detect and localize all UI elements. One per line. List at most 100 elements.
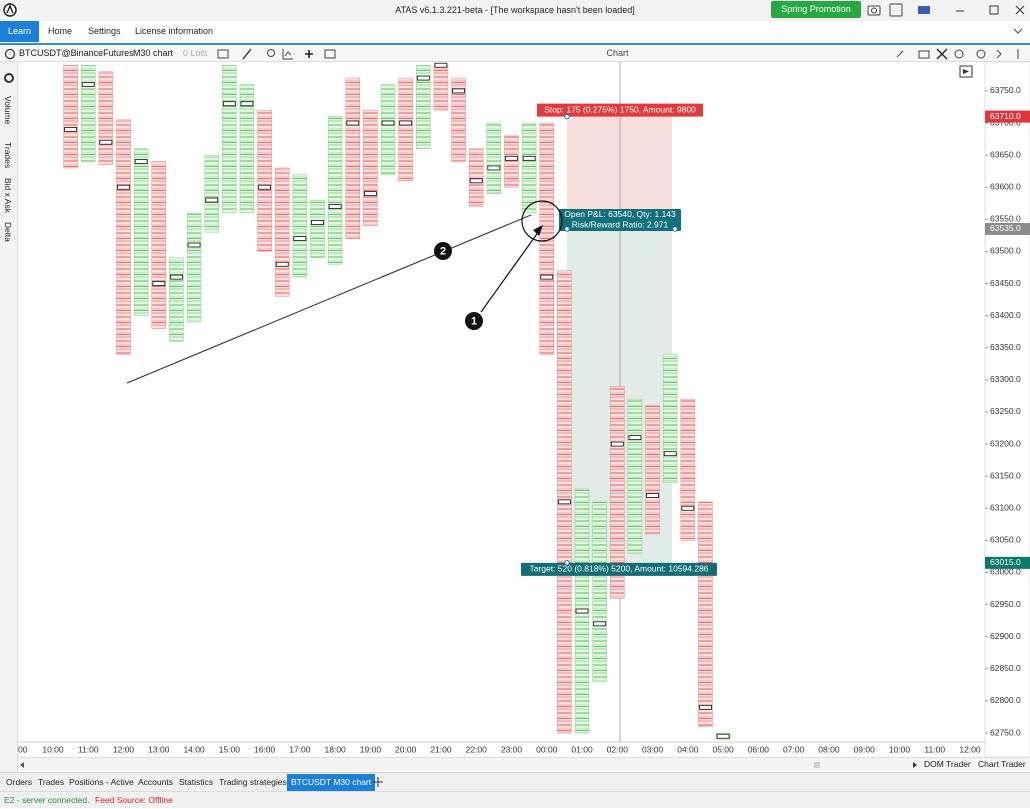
time-tick-label: 05:00 — [712, 744, 734, 754]
rr-label: Risk/Reward Ratio: 2.971 — [572, 219, 669, 229]
status-bar: E2 - server connected. Feed Source: Offl… — [0, 791, 1030, 808]
tool-icon[interactable] — [217, 49, 229, 59]
footprint-cluster — [680, 398, 696, 541]
tool-icon[interactable] — [918, 50, 930, 59]
tool-icon[interactable] — [936, 48, 948, 60]
poc-marker — [663, 451, 677, 457]
chart-trader-button[interactable]: Chart Trader — [978, 759, 1026, 769]
footprint-cluster — [98, 71, 114, 165]
footprint-cluster — [698, 501, 713, 727]
side-item[interactable]: Trades — [3, 142, 13, 169]
poc-marker — [381, 120, 395, 126]
time-tick-label: 06:00 — [748, 744, 770, 754]
time-tick-label: 15:00 — [219, 744, 241, 754]
menu-tab[interactable]: Learn — [0, 21, 40, 42]
pnl-label-box — [559, 209, 681, 231]
price-axis — [984, 61, 1030, 758]
bottom-tab[interactable]: Statistics — [179, 777, 214, 787]
chart-title: Chart — [606, 48, 629, 58]
side-item[interactable]: Bid x Ask — [3, 178, 13, 213]
footprint-cluster — [398, 77, 413, 182]
trend-line — [126, 214, 532, 384]
plot-area — [18, 62, 985, 742]
tool-icon[interactable] — [976, 49, 986, 59]
footprint-cluster — [310, 199, 325, 259]
help-icon[interactable] — [889, 3, 903, 17]
price-tick-label: 63500.0 — [990, 246, 1021, 256]
settings-icon[interactable] — [3, 72, 15, 84]
price-tick-label: 62800.0 — [990, 695, 1021, 705]
annotation-number: 2 — [440, 245, 446, 257]
connection-status: E2 - server connected. — [4, 795, 90, 805]
footprint-cluster — [80, 64, 96, 162]
price-tick-label: 62950.0 — [990, 599, 1021, 609]
time-tick-label: 20:00 — [395, 744, 417, 754]
toolbar-icons — [217, 48, 336, 60]
bottom-tab[interactable]: Orders — [6, 777, 32, 787]
poc-marker — [64, 127, 77, 132]
target-label: Target: 520 (0.818%) 5200, Amount: 10594… — [529, 564, 708, 574]
side-item[interactable]: Volume — [3, 96, 13, 125]
menu-tab[interactable]: Home — [48, 26, 73, 36]
price-tag — [985, 556, 1030, 569]
close-button[interactable] — [1015, 5, 1025, 15]
position-handle — [564, 560, 570, 566]
tool-icon[interactable] — [896, 50, 904, 58]
poc-marker — [170, 274, 183, 280]
footprint-cluster — [451, 77, 466, 162]
tool-icon[interactable] — [267, 49, 275, 57]
scroll-left[interactable] — [20, 762, 24, 768]
footprint-cluster — [327, 116, 343, 265]
poc-marker — [716, 733, 730, 739]
stop-label: Stop: 175 (0.275%) 1750, Amount: 9800 — [544, 104, 696, 114]
promo-button[interactable]: Spring Promotion — [771, 1, 861, 18]
scroll-right[interactable] — [913, 762, 917, 768]
price-tag — [985, 222, 1030, 235]
footprint-cluster — [151, 161, 167, 329]
add-tab-button[interactable] — [372, 776, 384, 788]
chart-toolbar: BTCUSDT@BinanceFutures M30 chart 0 Lots … — [0, 43, 1030, 62]
tool-icon[interactable] — [305, 50, 313, 58]
collapse-icon[interactable] — [1012, 27, 1024, 37]
tool-icon[interactable] — [242, 48, 252, 60]
horizontal-scrollbar[interactable]: DOM Trader Chart Trader — [18, 757, 1030, 771]
tool-icon[interactable] — [282, 49, 293, 60]
dom-trader-button[interactable]: DOM Trader — [924, 759, 971, 769]
bottom-tab[interactable]: Trades — [38, 777, 65, 787]
poc-marker — [610, 441, 624, 447]
maximize-button[interactable] — [989, 5, 999, 15]
language-icon[interactable] — [918, 6, 930, 14]
tool-icon[interactable] — [996, 49, 1002, 59]
poc-marker — [311, 220, 324, 225]
footprint-cluster — [222, 64, 237, 214]
screenshot-icon[interactable] — [867, 5, 881, 16]
scroll-thumb[interactable] — [814, 762, 820, 768]
footprint-cluster — [133, 148, 149, 316]
timeframe-selector[interactable]: M30 chart — [133, 48, 174, 58]
instrument-name[interactable]: BTCUSDT@BinanceFutures — [19, 48, 134, 58]
bottom-tab[interactable]: Trading strategies — [219, 777, 287, 787]
time-tick-label: 14:00 — [183, 744, 205, 754]
bottom-tab[interactable]: BTCUSDT M30 chart — [287, 774, 376, 791]
annotation-arrow — [480, 230, 540, 313]
side-item[interactable]: Delta — [3, 222, 13, 242]
annotation-marker — [465, 312, 483, 330]
poc-marker — [452, 88, 465, 94]
poc-marker — [557, 499, 571, 505]
menu-tab[interactable]: License information — [135, 26, 214, 36]
lots-field[interactable]: 0 Lots — [183, 48, 208, 58]
price-tick-label: 63250.0 — [990, 406, 1021, 416]
tool-icon[interactable] — [324, 49, 336, 59]
tool-icon[interactable] — [954, 49, 964, 59]
poc-marker — [328, 204, 342, 209]
time-tick-label: 10:00 — [42, 744, 64, 754]
scrollbar-parts — [20, 762, 917, 768]
footprint-cluster — [627, 398, 643, 554]
price-tick-label: 63300.0 — [990, 374, 1021, 384]
price-tick-label: 63450.0 — [990, 278, 1021, 288]
bottom-tab[interactable]: Accounts — [138, 777, 173, 787]
bottom-tab[interactable]: Positions - Active — [69, 777, 134, 787]
price-tick-label: 63150.0 — [990, 470, 1021, 480]
feed-status: Feed Source: Offline — [95, 795, 173, 805]
menu-tab[interactable]: Settings — [88, 26, 121, 36]
